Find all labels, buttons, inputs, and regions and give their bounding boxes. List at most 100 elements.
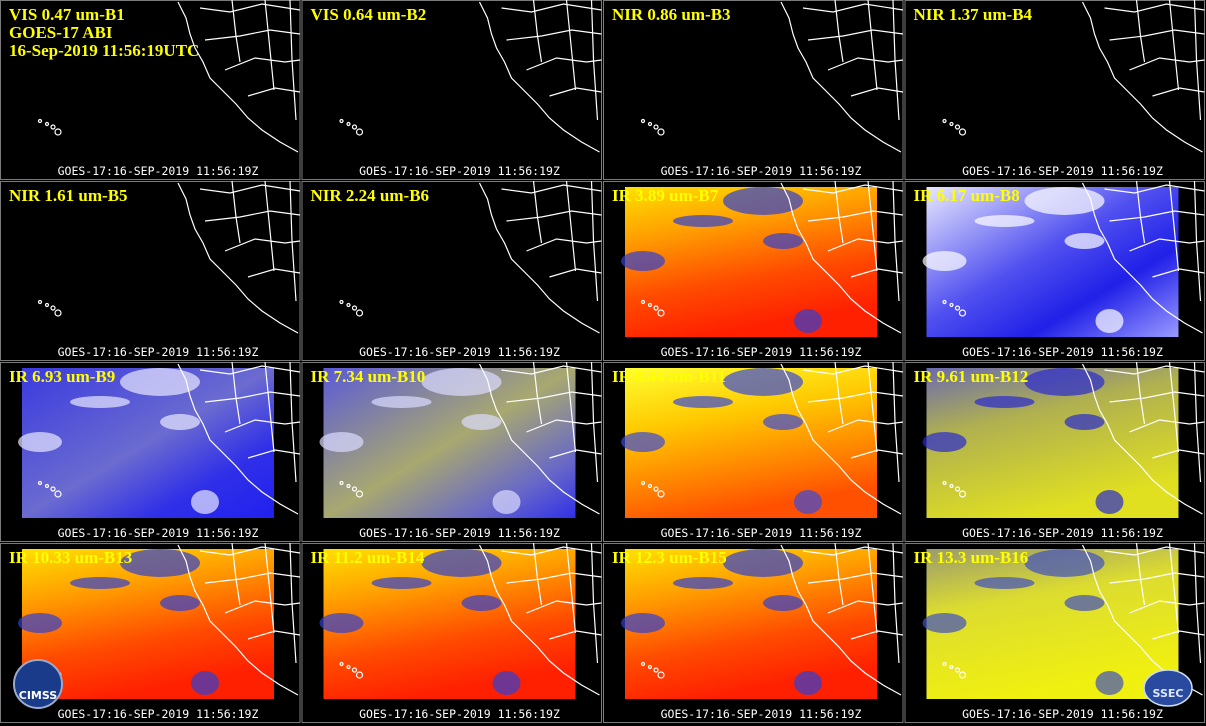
cloud [673,577,733,589]
band-label: VIS 0.64 um-B2 [311,5,427,24]
logo-text: CIMSS [19,689,58,702]
panel: IR 7.34 um-B10 GOES-17:16-SEP-2019 11:56:… [301,361,603,542]
band-label: IR 11.2 um-B14 [311,548,425,567]
panel-frame [0,0,301,180]
cloud [763,414,803,430]
timestamp: GOES-17:16-SEP-2019 11:56:19Z [962,345,1163,359]
panel-frame [301,181,602,361]
cloud [794,671,822,695]
timestamp: GOES-17:16-SEP-2019 11:56:19Z [962,164,1163,178]
panel: NIR 0.86 um-B3 GOES-17:16-SEP-2019 11:56:… [603,0,904,180]
cloud [160,595,200,611]
cloud [621,251,665,271]
band-label: NIR 1.37 um-B4 [914,5,1033,24]
panel: IR 9.61 um-B12 GOES-17:16-SEP-2019 11:56:… [904,361,1206,542]
panel: VIS 0.64 um-B2 GOES-17:16-SEP-2019 11:56:… [301,0,603,180]
timestamp: GOES-17:16-SEP-2019 11:56:19Z [661,707,862,721]
header-line: 16-Sep-2019 11:56:19UTC [9,41,199,60]
cloud [1024,549,1105,577]
panel: NIR 1.37 um-B4 GOES-17:16-SEP-2019 11:56:… [904,0,1206,180]
cloud [461,414,502,430]
header-line: GOES-17 ABI [9,23,113,42]
band-label: IR 6.93 um-B9 [9,367,115,386]
cloud [1064,233,1105,249]
cloud [922,251,967,271]
cloud [319,432,364,452]
panel: IR 12.3 um-B15 GOES-17:16-SEP-2019 11:56:… [603,542,904,723]
timestamp: GOES-17:16-SEP-2019 11:56:19Z [359,707,560,721]
ssec-logo: SSEC [1143,669,1193,707]
band-label: IR 8.44 um-B11 [612,367,726,386]
cimss-logo: CIMSS [13,659,63,709]
cloud [794,490,822,514]
cloud [1064,414,1105,430]
cloud [794,309,822,333]
cloud [723,368,803,396]
band-label: IR 12.3 um-B15 [612,548,727,567]
panel: IR 6.93 um-B9 GOES-17:16-SEP-2019 11:56:1… [0,361,301,542]
cloud [319,613,364,633]
cloud [120,368,200,396]
band-label: IR 7.34 um-B10 [311,367,426,386]
timestamp: GOES-17:16-SEP-2019 11:56:19Z [359,345,560,359]
panel: NIR 1.61 um-B5 GOES-17:16-SEP-2019 11:56:… [0,180,301,361]
band-label: NIR 0.86 um-B3 [612,5,731,24]
panel: IR 3.89 um-B7 GOES-17:16-SEP-2019 11:56:1… [603,180,904,361]
band-label: IR 3.89 um-B7 [612,186,719,205]
cloud [974,215,1035,227]
band-label: IR 13.3 um-B16 [914,548,1029,567]
cloud [763,595,803,611]
cloud [70,396,130,408]
band-label: VIS 0.47 um-B1 [9,5,125,24]
cloud [723,549,803,577]
cloud [1064,595,1105,611]
cloud [492,671,521,695]
cloud [191,490,219,514]
timestamp: GOES-17:16-SEP-2019 11:56:19Z [359,164,560,178]
cloud [1095,309,1124,333]
panel: VIS 0.47 um-B1 GOES-17:16-SEP-2019 11:56:… [0,0,301,180]
cloud [371,396,432,408]
timestamp: GOES-17:16-SEP-2019 11:56:19Z [58,164,259,178]
cloud [621,613,665,633]
band-label: IR 6.17 um-B8 [914,186,1020,205]
timestamp: GOES-17:16-SEP-2019 11:56:19Z [58,707,259,721]
panel: NIR 2.24 um-B6 GOES-17:16-SEP-2019 11:56:… [301,180,603,361]
cloud [160,414,200,430]
panel-frame [904,0,1205,180]
panel: IR 10.33 um-B13 GOES-17:16-SEP-2019 11:56… [0,542,301,723]
cloud [974,577,1035,589]
cloud [371,577,432,589]
panel: IR 11.2 um-B14 GOES-17:16-SEP-2019 11:56:… [301,542,603,723]
cloud [1024,187,1105,215]
panel: IR 8.44 um-B11 GOES-17:16-SEP-2019 11:56:… [603,361,904,542]
band-label: NIR 2.24 um-B6 [311,186,430,205]
timestamp: GOES-17:16-SEP-2019 11:56:19Z [359,526,560,540]
cloud [18,613,62,633]
band-label: IR 9.61 um-B12 [914,367,1029,386]
cloud [1024,368,1105,396]
cloud [763,233,803,249]
timestamp: GOES-17:16-SEP-2019 11:56:19Z [661,164,862,178]
band-label: IR 10.33 um-B13 [9,548,132,567]
timestamp: GOES-17:16-SEP-2019 11:56:19Z [661,345,862,359]
timestamp: GOES-17:16-SEP-2019 11:56:19Z [58,345,259,359]
cloud [70,577,130,589]
cloud [922,432,967,452]
panel: IR 6.17 um-B8 GOES-17:16-SEP-2019 11:56:1… [904,180,1206,361]
cloud [723,187,803,215]
cloud [1095,490,1124,514]
cloud [120,549,200,577]
panel-frame [603,0,904,180]
logo-text: SSEC [1153,687,1184,700]
cloud [191,671,219,695]
cloud [18,432,62,452]
cloud [673,396,733,408]
band-label: NIR 1.61 um-B5 [9,186,128,205]
cloud [461,595,502,611]
timestamp: GOES-17:16-SEP-2019 11:56:19Z [58,526,259,540]
cloud [621,432,665,452]
timestamp: GOES-17:16-SEP-2019 11:56:19Z [962,707,1163,721]
